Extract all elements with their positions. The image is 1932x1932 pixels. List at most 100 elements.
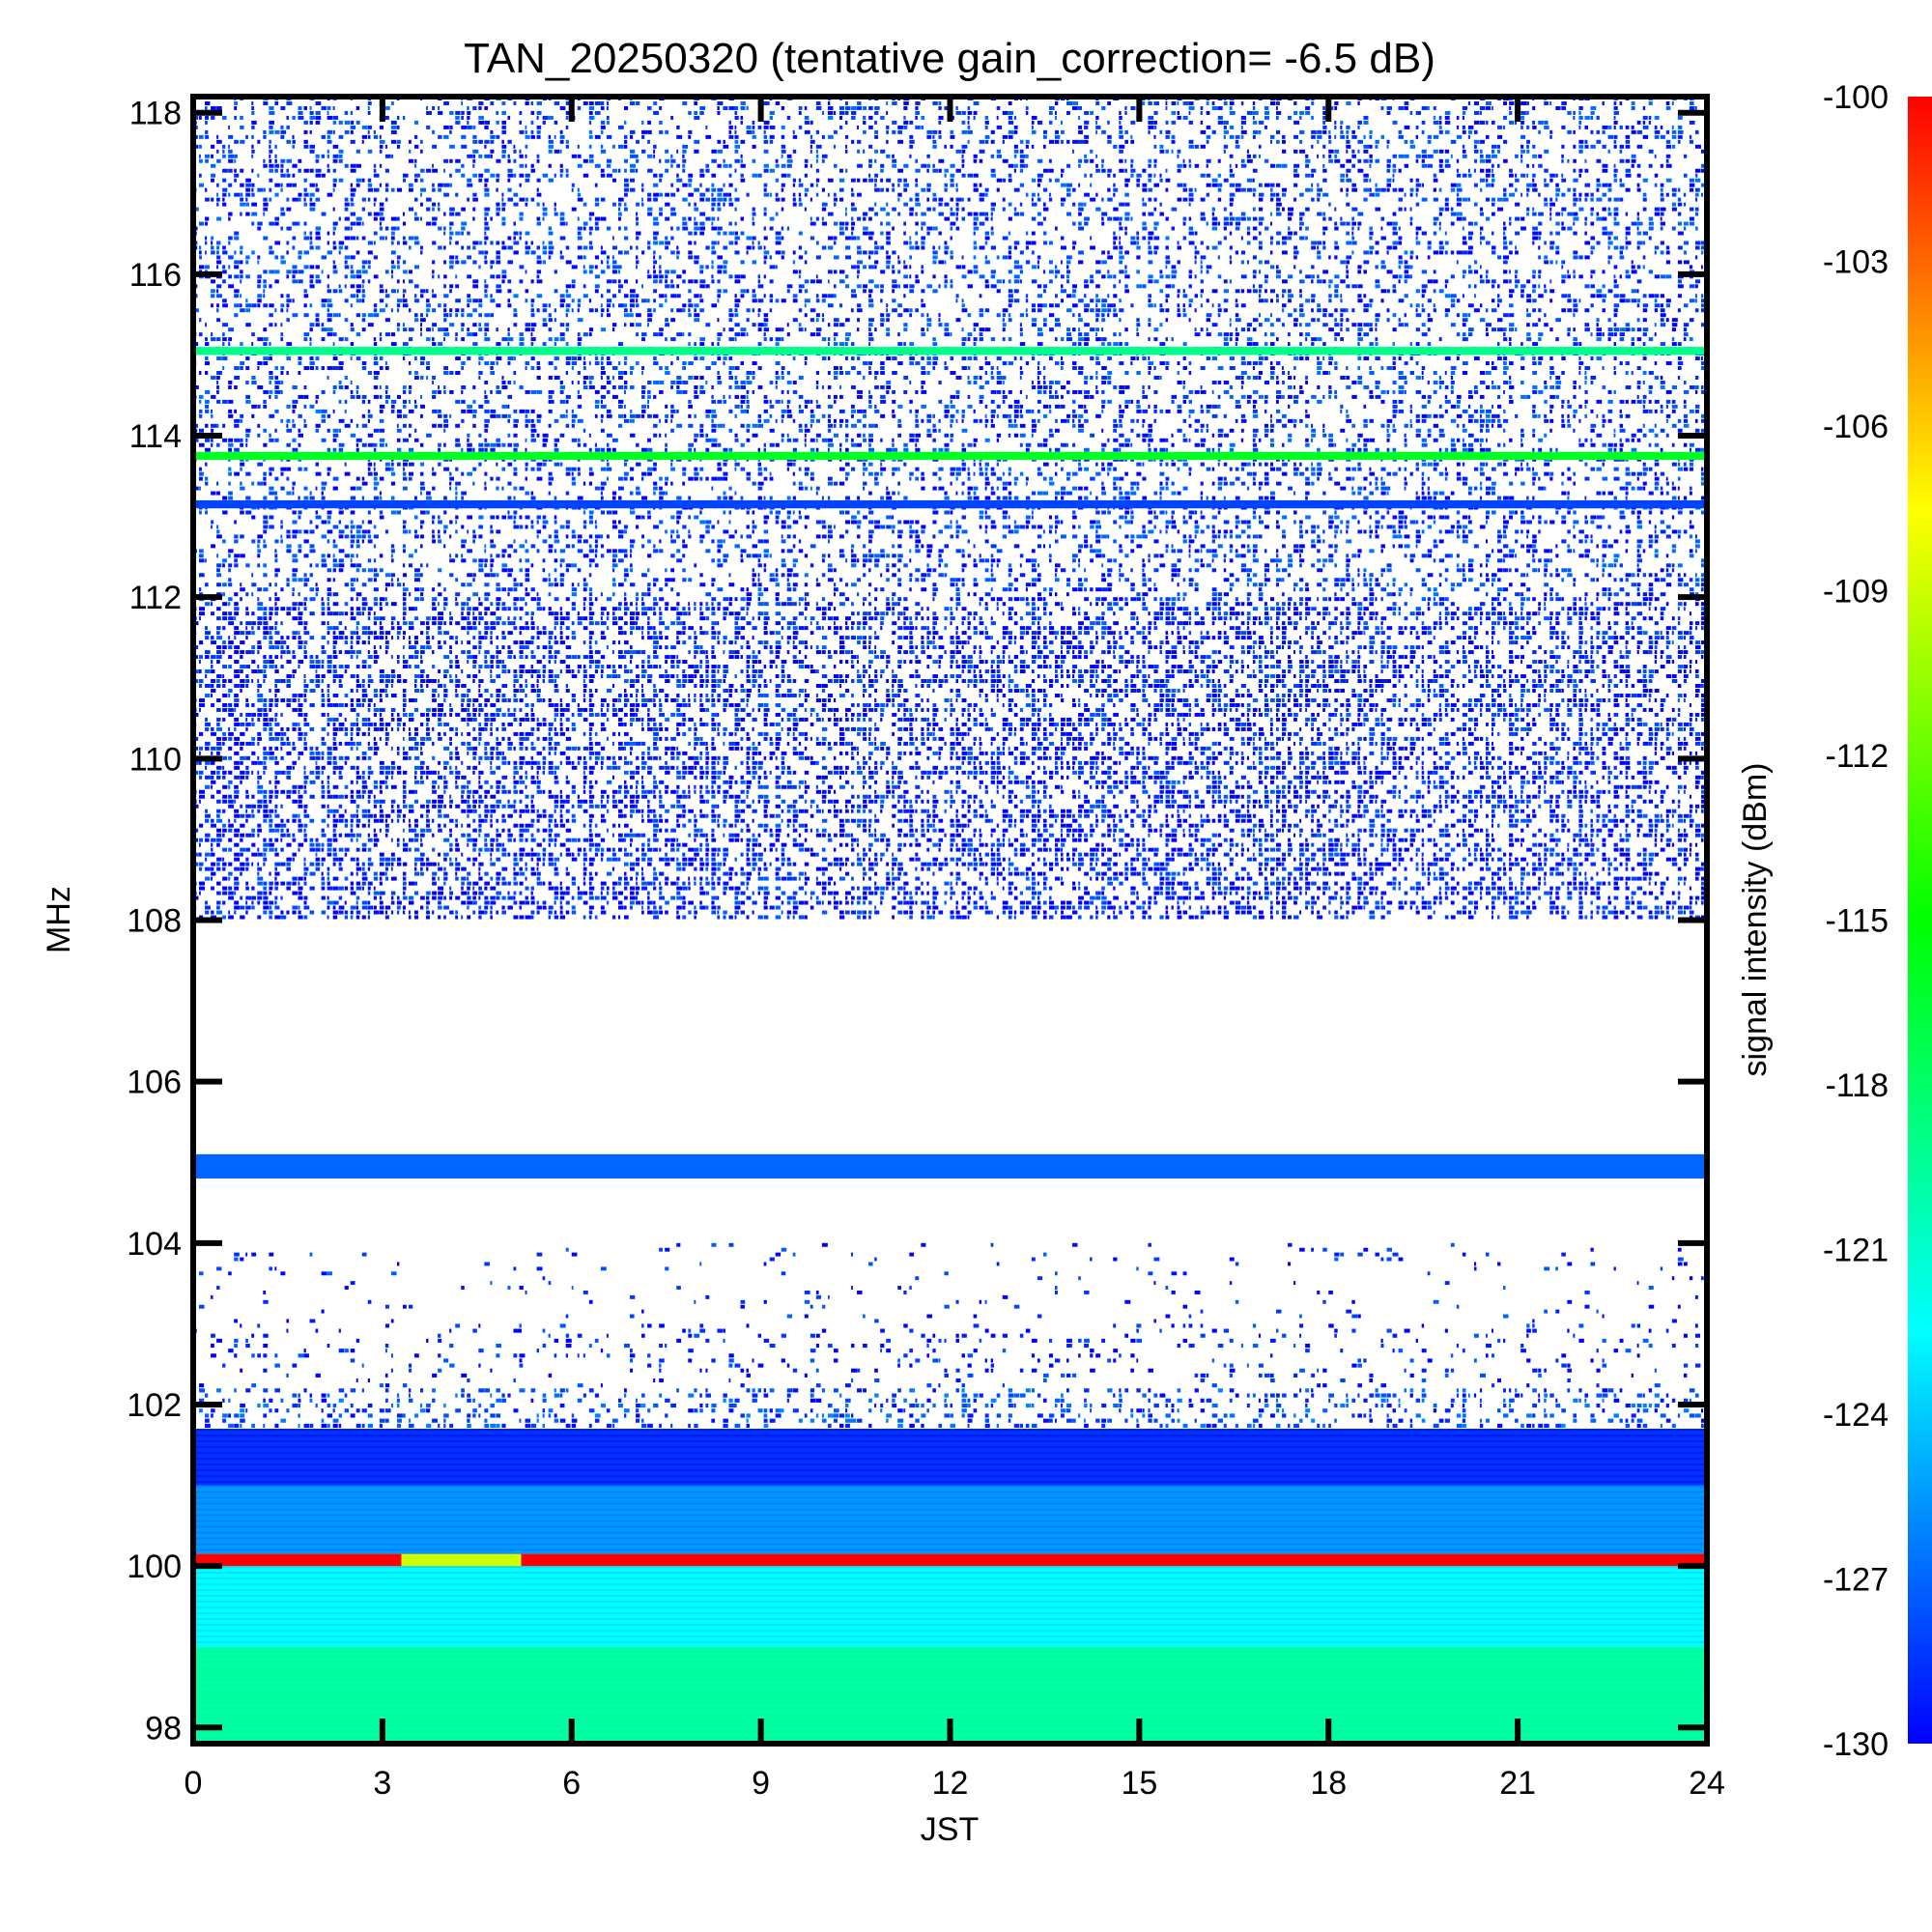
noise-cell bbox=[1025, 688, 1029, 693]
noise-cell bbox=[292, 631, 298, 636]
noise-cell bbox=[611, 607, 618, 611]
noise-cell bbox=[1433, 679, 1438, 684]
noise-cell bbox=[990, 1242, 994, 1247]
noise-cell bbox=[868, 611, 871, 616]
noise-cell bbox=[1130, 640, 1135, 645]
noise-cell bbox=[1357, 1358, 1361, 1363]
noise-cell bbox=[897, 1388, 901, 1393]
noise-cell bbox=[886, 1413, 893, 1418]
noise-cell bbox=[647, 1408, 651, 1413]
noise-cell bbox=[967, 669, 972, 674]
noise-cell bbox=[1042, 640, 1047, 645]
noise-cell bbox=[804, 688, 807, 693]
noise-cell bbox=[1072, 611, 1076, 616]
noise-cell bbox=[1584, 597, 1587, 602]
noise-cell bbox=[845, 1398, 851, 1403]
noise-cell bbox=[665, 645, 668, 650]
noise-cell bbox=[1084, 597, 1089, 602]
noise-cell bbox=[1642, 693, 1647, 697]
band-fill bbox=[193, 1153, 1707, 1179]
noise-cell bbox=[1061, 674, 1064, 679]
noise-cell bbox=[309, 679, 315, 684]
noise-cell bbox=[1351, 669, 1356, 674]
noise-cell bbox=[1328, 645, 1334, 650]
noise-cell bbox=[432, 697, 437, 702]
noise-cell bbox=[1497, 665, 1502, 669]
noise-cell bbox=[1573, 597, 1577, 602]
noise-cell bbox=[1427, 693, 1430, 697]
noise-cell bbox=[536, 645, 540, 650]
noise-cell bbox=[1008, 607, 1014, 611]
noise-cell bbox=[1293, 1281, 1296, 1286]
noise-cell bbox=[286, 702, 291, 707]
band-striation bbox=[193, 1435, 1707, 1437]
noise-cell bbox=[950, 650, 955, 655]
noise-cell bbox=[1148, 1418, 1152, 1423]
noise-cell bbox=[1130, 636, 1134, 640]
noise-cell bbox=[384, 1408, 391, 1413]
noise-cell bbox=[694, 669, 699, 674]
noise-cell bbox=[1182, 1271, 1187, 1276]
noise-cell bbox=[588, 611, 595, 616]
noise-cell bbox=[915, 602, 921, 607]
noise-cell bbox=[1578, 702, 1584, 707]
noise-cell bbox=[1427, 1271, 1431, 1276]
noise-cell bbox=[1503, 669, 1507, 674]
noise-cell bbox=[1497, 693, 1502, 697]
noise-cell bbox=[1538, 679, 1543, 684]
noise-cell bbox=[269, 1266, 273, 1271]
noise-cell bbox=[449, 1423, 454, 1428]
noise-cell bbox=[665, 607, 668, 611]
noise-cell bbox=[961, 707, 966, 712]
noise-cell bbox=[496, 602, 500, 607]
noise-cell bbox=[321, 702, 326, 707]
noise-cell bbox=[810, 1418, 815, 1423]
noise-cell bbox=[723, 707, 726, 712]
noise-cell bbox=[257, 688, 260, 693]
noise-cell bbox=[1282, 693, 1286, 697]
noise-cell bbox=[630, 660, 633, 665]
noise-cell bbox=[350, 645, 354, 650]
noise-cell bbox=[542, 1408, 546, 1413]
noise-cell bbox=[234, 636, 237, 640]
noise-cell bbox=[332, 665, 337, 669]
noise-cell bbox=[1217, 684, 1222, 688]
noise-cell bbox=[1438, 611, 1442, 616]
noise-cell bbox=[740, 1413, 745, 1418]
noise-cell bbox=[1177, 688, 1180, 693]
noise-cell bbox=[361, 1363, 364, 1368]
noise-cell bbox=[1048, 640, 1054, 645]
noise-cell bbox=[588, 616, 593, 621]
noise-cell bbox=[600, 674, 604, 679]
noise-cell bbox=[996, 1423, 1000, 1428]
noise-cell bbox=[1578, 707, 1582, 712]
noise-cell bbox=[1136, 1423, 1140, 1428]
noise-cell bbox=[851, 702, 855, 707]
noise-cell bbox=[1380, 1393, 1387, 1398]
noise-cell bbox=[1573, 697, 1577, 702]
noise-cell bbox=[420, 650, 425, 655]
noise-cell bbox=[554, 616, 559, 621]
noise-cell bbox=[659, 621, 666, 626]
noise-cell bbox=[1648, 707, 1654, 712]
noise-cell bbox=[559, 707, 566, 712]
noise-cell bbox=[1596, 607, 1602, 611]
noise-cell bbox=[694, 607, 696, 611]
noise-cell bbox=[390, 712, 394, 717]
noise-cell bbox=[1433, 693, 1438, 697]
noise-cell bbox=[1642, 707, 1647, 712]
noise-cell bbox=[525, 693, 527, 697]
noise-cell bbox=[863, 693, 866, 697]
noise-cell bbox=[199, 640, 204, 645]
noise-cell bbox=[467, 640, 471, 645]
noise-cell bbox=[792, 655, 797, 660]
noise-cell bbox=[1165, 669, 1170, 674]
noise-cell bbox=[490, 674, 493, 679]
noise-cell bbox=[728, 640, 733, 645]
noise-cell bbox=[838, 674, 843, 679]
noise-cell bbox=[438, 626, 441, 631]
noise-cell bbox=[1113, 597, 1118, 602]
noise-cell bbox=[1119, 631, 1122, 636]
noise-cell bbox=[659, 688, 665, 693]
noise-cell bbox=[426, 631, 429, 636]
